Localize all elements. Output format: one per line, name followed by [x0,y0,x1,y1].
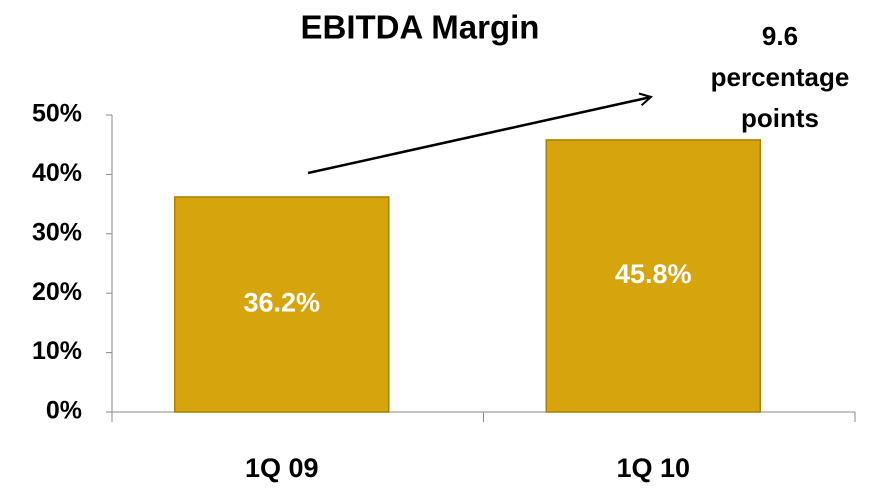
x-tick-label: 1Q 10 [616,453,690,483]
bar [174,196,390,413]
y-tick-label: 50% [32,100,82,128]
value-label: 45.8% [615,259,692,289]
annotation: 9.6 percentage points [710,21,850,133]
y-tick-label: 0% [46,397,82,425]
y-tick-label: 30% [32,218,82,246]
y-tick-label: 10% [32,337,82,365]
y-tick-label: 40% [32,159,82,187]
bar [545,139,761,413]
y-tick-label: 20% [32,278,82,306]
chart-title: EBITDA Margin [301,9,540,46]
arrow [307,97,651,175]
x-tick-label: 1Q 09 [245,453,319,483]
value-label: 36.2% [243,288,320,318]
